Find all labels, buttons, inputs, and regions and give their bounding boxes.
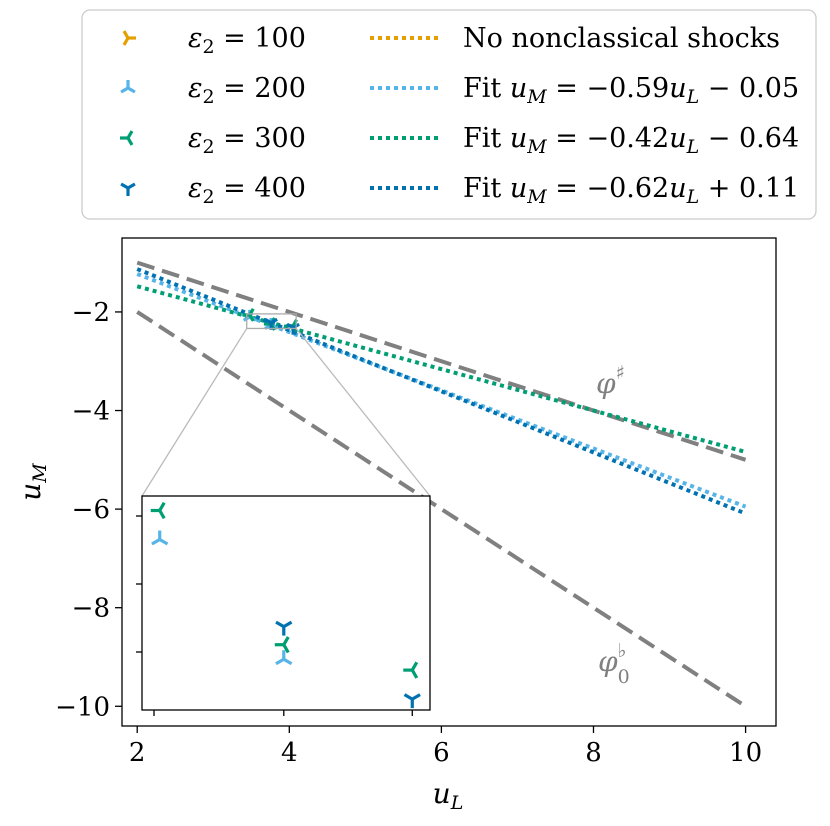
inset-point-s3-p1 — [403, 693, 421, 709]
reference-curve-phi_sharp — [136, 260, 747, 462]
legend-marker-0 — [122, 30, 136, 46]
y-tick-label-1: −4 — [72, 397, 110, 427]
legend-marker-3 — [120, 182, 136, 196]
y-tick-label-3: −8 — [72, 594, 110, 624]
x-tick-label-3: 8 — [585, 738, 602, 768]
legend-label-eps-1: ε2 = 200 — [188, 73, 306, 108]
y-tick-label-0: −2 — [72, 298, 110, 328]
plot-area — [136, 260, 747, 708]
x-tick-label-2: 6 — [433, 738, 450, 768]
legend-label-fit-1: Fit uM = −0.59uL − 0.05 — [463, 73, 799, 108]
y-tick-label-2: −6 — [72, 495, 110, 525]
phi-flat-label: φ♭ 0 — [598, 640, 630, 688]
main-axes: 2 4 6 8 10 −2 −4 −6 −8 −10 φ♯ φ♭ 0 uL uM — [14, 237, 777, 814]
legend-label-fit-0: No nonclassical shocks — [463, 23, 780, 54]
legend: ε2 = 100 ε2 = 200 ε2 = 300 ε2 = 400 No nonc… — [81, 9, 817, 220]
legend-label-eps-0: ε2 = 100 — [188, 23, 306, 58]
inset-connector-left — [141, 328, 248, 497]
main-axes-frame — [121, 237, 777, 727]
inset-point-s1-p1 — [275, 650, 293, 666]
x-axis-label: uL — [433, 777, 464, 814]
legend-label-eps-2: ε2 = 300 — [188, 123, 306, 158]
y-tick-label-4: −10 — [55, 692, 110, 722]
legend-line-entries: No nonclassical shocks Fit uM = −0.59uL −… — [370, 23, 799, 208]
inset-point-s1-p0 — [151, 530, 169, 546]
legend-marker-entries: ε2 = 100 ε2 = 200 ε2 = 300 ε2 = 400 — [120, 23, 306, 208]
x-axis-ticks: 2 4 6 8 10 — [129, 726, 762, 768]
legend-marker-2 — [120, 130, 134, 146]
legend-label-fit-2: Fit uM = −0.42uL − 0.64 — [463, 123, 799, 158]
legend-frame — [81, 9, 817, 220]
x-tick-label-0: 2 — [129, 738, 146, 768]
fit-line-3 — [136, 267, 747, 516]
reference-curve-phi_flat_0 — [136, 310, 747, 708]
inset-frame — [141, 495, 431, 711]
inset-axes — [136, 328, 431, 716]
fit-line-1 — [136, 272, 747, 509]
y-axis-ticks: −2 −4 −6 −8 −10 — [55, 298, 122, 722]
inset-point-s3-p0 — [275, 620, 293, 636]
x-tick-label-1: 4 — [281, 738, 298, 768]
inset-connector-right — [295, 328, 431, 497]
inset-point-s2-p2 — [403, 661, 419, 679]
legend-label-eps-3: ε2 = 400 — [188, 173, 306, 208]
legend-label-fit-3: Fit uM = −0.62uL + 0.11 — [463, 173, 799, 208]
zoom-region-box — [246, 313, 297, 330]
fit-line-2 — [136, 284, 747, 454]
legend-marker-1 — [120, 80, 136, 94]
y-axis-label: uM — [14, 463, 51, 501]
inset-point-s2-p1 — [274, 636, 290, 654]
phi-sharp-label: φ♯ — [596, 362, 625, 400]
inset-point-s2-p0 — [150, 501, 166, 520]
x-tick-label-4: 10 — [729, 738, 762, 768]
